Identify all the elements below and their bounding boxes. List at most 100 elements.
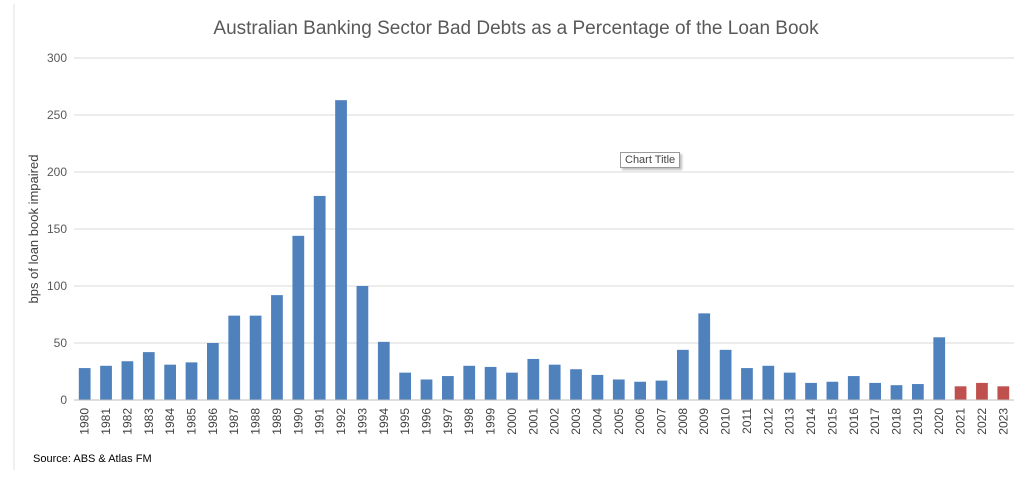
- x-tick-label-1989: 1989: [270, 408, 284, 435]
- y-tick-label: 0: [60, 393, 67, 407]
- bar-2003: [570, 369, 582, 400]
- x-tick-label-2002: 2002: [548, 408, 562, 435]
- x-tick-label-2001: 2001: [526, 408, 540, 435]
- x-tick-label-2014: 2014: [804, 408, 818, 435]
- x-tick-label-2021: 2021: [954, 408, 968, 435]
- bar-2010: [719, 349, 732, 400]
- x-tick-label-1990: 1990: [291, 408, 305, 435]
- bar-1983: [142, 352, 155, 400]
- bar-1987: [228, 315, 241, 400]
- bar-2009: [698, 313, 711, 400]
- bar-2014: [805, 382, 817, 400]
- x-tick-label-1980: 1980: [78, 408, 92, 435]
- chart-title-tooltip: Chart Title: [620, 152, 681, 168]
- x-tick-labels: 1980 1981 1982 1983 1984 1985 1986 1987 1988 1989…: [78, 408, 1011, 435]
- x-tick-label-1992: 1992: [334, 408, 348, 435]
- x-tick-label-2008: 2008: [676, 408, 690, 435]
- x-tick-label-2023: 2023: [996, 408, 1010, 435]
- y-tick-label: 300: [47, 51, 67, 65]
- bar-2015: [826, 381, 839, 400]
- x-tick-label-2010: 2010: [719, 408, 733, 435]
- x-tick-label-1994: 1994: [377, 408, 391, 435]
- bars: [78, 100, 1010, 401]
- bar-2019: [911, 384, 924, 400]
- bar-1993: [356, 286, 369, 400]
- bar-2005: [612, 379, 625, 400]
- x-tick-label-1996: 1996: [420, 408, 434, 435]
- bar-2007: [655, 380, 668, 400]
- y-tick-label: 250: [47, 108, 67, 122]
- y-tick-label: 200: [47, 165, 67, 179]
- bar-2022: [976, 382, 988, 400]
- y-tick-label: 100: [47, 279, 67, 293]
- x-tick-label-2020: 2020: [932, 408, 946, 435]
- bar-1995: [399, 372, 412, 400]
- x-tick-label-2004: 2004: [590, 408, 604, 435]
- bar-2004: [591, 374, 604, 400]
- bar-1988: [249, 315, 262, 400]
- chart-title: Australian Banking Sector Bad Debts as a…: [213, 18, 819, 39]
- x-tick-label-2005: 2005: [612, 408, 626, 435]
- y-axis-label: bps of loan book impaired: [26, 155, 41, 304]
- x-tick-label-1987: 1987: [227, 408, 241, 435]
- x-tick-label-2009: 2009: [697, 408, 711, 435]
- bar-1997: [441, 376, 454, 400]
- bar-1984: [164, 364, 177, 400]
- bar-1990: [292, 235, 305, 400]
- x-tick-label-2011: 2011: [740, 408, 754, 434]
- x-tick-label-1982: 1982: [120, 408, 134, 435]
- bar-2023: [997, 386, 1010, 400]
- bar-1992: [335, 100, 347, 401]
- x-tick-label-1986: 1986: [206, 408, 220, 435]
- x-tick-label-1988: 1988: [249, 408, 263, 435]
- x-tick-label-1983: 1983: [142, 408, 156, 435]
- bar-1996: [420, 379, 433, 400]
- x-tick-label-1999: 1999: [484, 408, 498, 435]
- x-tick-label-1985: 1985: [185, 408, 199, 435]
- x-tick-label-1991: 1991: [313, 408, 327, 435]
- x-tick-label-2000: 2000: [505, 408, 519, 435]
- bar-2020: [933, 337, 946, 400]
- bar-1986: [206, 343, 219, 400]
- x-tick-label-2007: 2007: [655, 408, 669, 435]
- bar-2021: [954, 386, 967, 400]
- bar-1981: [100, 365, 112, 400]
- bar-2000: [506, 372, 518, 400]
- x-tick-label-2003: 2003: [569, 408, 583, 435]
- bar-2016: [847, 376, 860, 400]
- y-tick-label: 150: [47, 222, 67, 236]
- bar-1999: [484, 366, 497, 400]
- x-tick-label-1981: 1981: [99, 408, 113, 435]
- bar-2001: [527, 358, 540, 400]
- bar-2006: [634, 381, 647, 400]
- x-tick-label-2015: 2015: [825, 408, 839, 435]
- x-tick-label-2019: 2019: [911, 408, 925, 435]
- bar-2008: [676, 349, 689, 400]
- bar-1985: [185, 362, 198, 400]
- x-tick-label-1997: 1997: [441, 408, 455, 435]
- x-tick-label-2017: 2017: [868, 408, 882, 435]
- x-tick-label-2016: 2016: [847, 408, 861, 435]
- bar-2012: [762, 365, 775, 400]
- bar-1989: [271, 295, 283, 400]
- bar-1994: [377, 341, 390, 400]
- x-tick-label-2018: 2018: [890, 408, 904, 435]
- y-tick-label: 50: [54, 336, 68, 350]
- bar-2013: [783, 372, 796, 400]
- bar-1991: [313, 195, 326, 400]
- bar-1982: [121, 361, 134, 400]
- bar-2018: [890, 385, 903, 400]
- bar-1980: [78, 368, 91, 400]
- x-tick-label-1995: 1995: [398, 408, 412, 435]
- bar-2017: [869, 382, 882, 400]
- y-tick-labels: 0 50 100 150 200 250 300: [47, 51, 67, 407]
- bar-2011: [741, 368, 753, 400]
- bar-2002: [548, 364, 561, 400]
- x-tick-label-1993: 1993: [355, 408, 369, 435]
- x-tick-label-2013: 2013: [783, 408, 797, 435]
- x-tick-label-2006: 2006: [633, 408, 647, 435]
- source-note: Source: ABS & Atlas FM: [33, 453, 152, 465]
